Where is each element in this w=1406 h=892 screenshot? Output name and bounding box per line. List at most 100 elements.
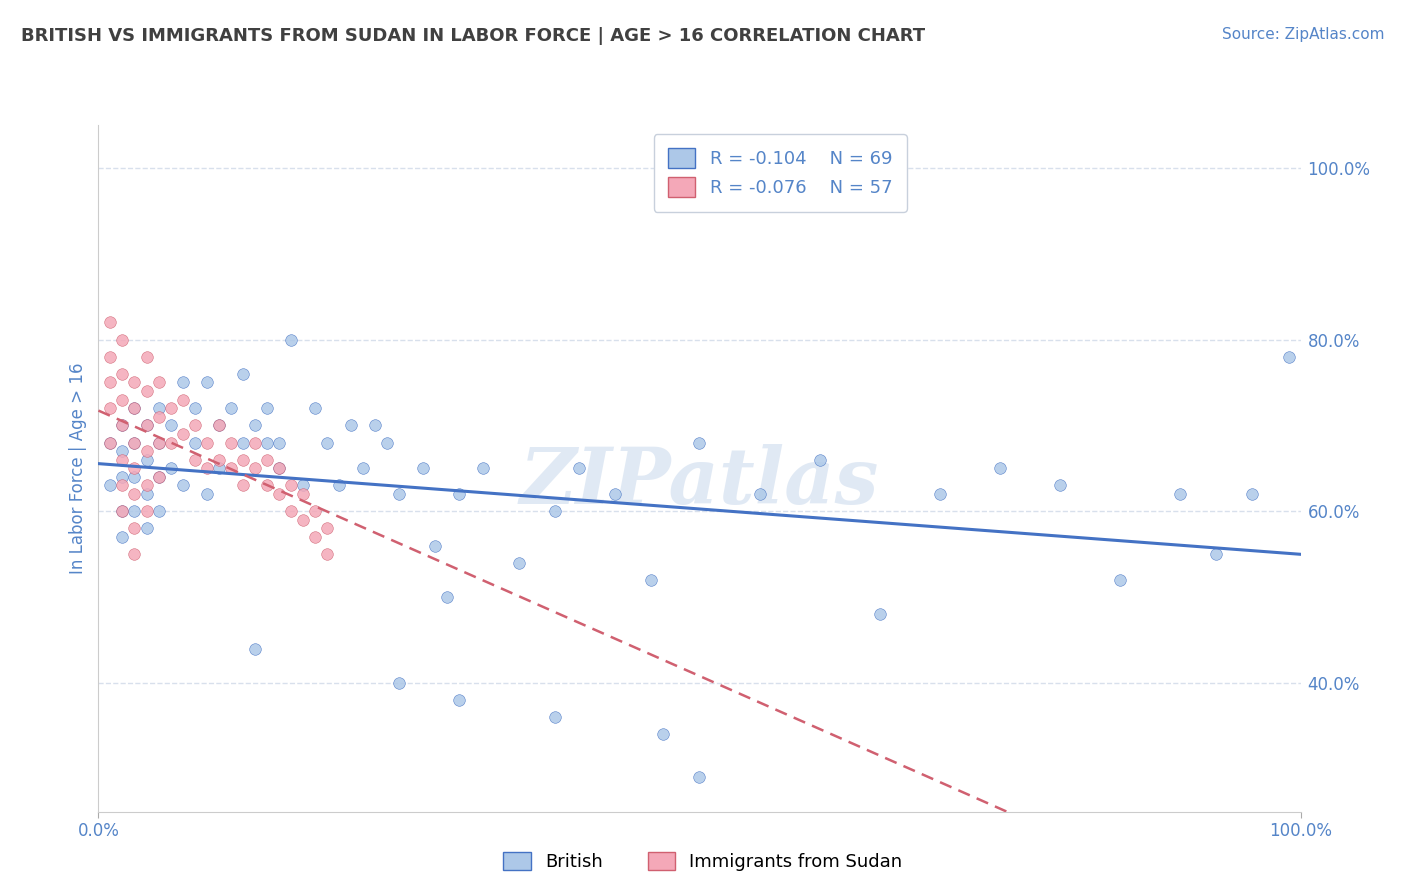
Point xyxy=(124,435,146,450)
Point xyxy=(111,418,134,433)
Point xyxy=(111,470,134,484)
Legend: British, Immigrants from Sudan: British, Immigrants from Sudan xyxy=(496,845,910,879)
Point xyxy=(315,547,337,561)
Point xyxy=(159,418,181,433)
Point xyxy=(219,461,242,475)
Point xyxy=(232,478,254,492)
Point xyxy=(291,478,314,492)
Point xyxy=(315,435,337,450)
Point xyxy=(135,521,157,535)
Point xyxy=(172,376,194,390)
Point xyxy=(304,504,326,518)
Point xyxy=(388,676,411,690)
Point xyxy=(195,461,218,475)
Point xyxy=(243,418,266,433)
Y-axis label: In Labor Force | Age > 16: In Labor Force | Age > 16 xyxy=(69,362,87,574)
Point xyxy=(100,401,122,416)
Point xyxy=(208,418,231,433)
Point xyxy=(100,435,122,450)
Point xyxy=(472,461,495,475)
Point xyxy=(172,478,194,492)
Point xyxy=(928,487,950,501)
Point xyxy=(689,435,711,450)
Point xyxy=(111,530,134,544)
Point xyxy=(605,487,627,501)
Point xyxy=(423,539,446,553)
Point xyxy=(100,350,122,364)
Point xyxy=(219,401,242,416)
Point xyxy=(256,401,278,416)
Point xyxy=(111,478,134,492)
Point xyxy=(135,478,157,492)
Point xyxy=(1170,487,1192,501)
Point xyxy=(159,401,181,416)
Point xyxy=(135,444,157,458)
Point xyxy=(568,461,591,475)
Point xyxy=(1049,478,1071,492)
Text: Source: ZipAtlas.com: Source: ZipAtlas.com xyxy=(1222,27,1385,42)
Point xyxy=(304,530,326,544)
Point xyxy=(148,401,170,416)
Point xyxy=(172,427,194,442)
Text: ZIPatlas: ZIPatlas xyxy=(520,444,879,520)
Point xyxy=(100,435,122,450)
Point xyxy=(124,401,146,416)
Point xyxy=(135,350,157,364)
Point xyxy=(195,435,218,450)
Point xyxy=(159,435,181,450)
Point xyxy=(159,461,181,475)
Point xyxy=(183,401,205,416)
Point xyxy=(267,461,290,475)
Point xyxy=(315,521,337,535)
Point xyxy=(508,556,530,570)
Point xyxy=(111,504,134,518)
Point xyxy=(267,435,290,450)
Point xyxy=(100,315,122,329)
Point xyxy=(135,452,157,467)
Point xyxy=(544,710,567,724)
Point xyxy=(1205,547,1227,561)
Point xyxy=(1241,487,1264,501)
Point xyxy=(148,470,170,484)
Point xyxy=(172,392,194,407)
Point xyxy=(135,418,157,433)
Point xyxy=(291,513,314,527)
Point xyxy=(111,418,134,433)
Point xyxy=(447,487,470,501)
Point xyxy=(148,376,170,390)
Point xyxy=(183,418,205,433)
Point xyxy=(280,478,302,492)
Point xyxy=(328,478,350,492)
Point xyxy=(124,521,146,535)
Point xyxy=(135,418,157,433)
Point xyxy=(124,461,146,475)
Point xyxy=(208,461,231,475)
Point xyxy=(100,478,122,492)
Point xyxy=(135,504,157,518)
Point xyxy=(183,435,205,450)
Point xyxy=(544,504,567,518)
Point xyxy=(243,641,266,656)
Point xyxy=(689,771,711,785)
Point xyxy=(243,435,266,450)
Point xyxy=(364,418,387,433)
Point xyxy=(219,435,242,450)
Point xyxy=(436,590,458,604)
Point xyxy=(111,444,134,458)
Point xyxy=(291,487,314,501)
Point xyxy=(100,376,122,390)
Point xyxy=(1109,573,1132,587)
Point xyxy=(243,461,266,475)
Point xyxy=(352,461,374,475)
Legend: R = -0.104    N = 69, R = -0.076    N = 57: R = -0.104 N = 69, R = -0.076 N = 57 xyxy=(654,134,907,211)
Point xyxy=(195,376,218,390)
Point xyxy=(208,418,231,433)
Point xyxy=(256,452,278,467)
Point xyxy=(280,333,302,347)
Point xyxy=(652,727,675,741)
Point xyxy=(111,367,134,381)
Point xyxy=(232,367,254,381)
Point xyxy=(148,504,170,518)
Point xyxy=(304,401,326,416)
Point xyxy=(124,470,146,484)
